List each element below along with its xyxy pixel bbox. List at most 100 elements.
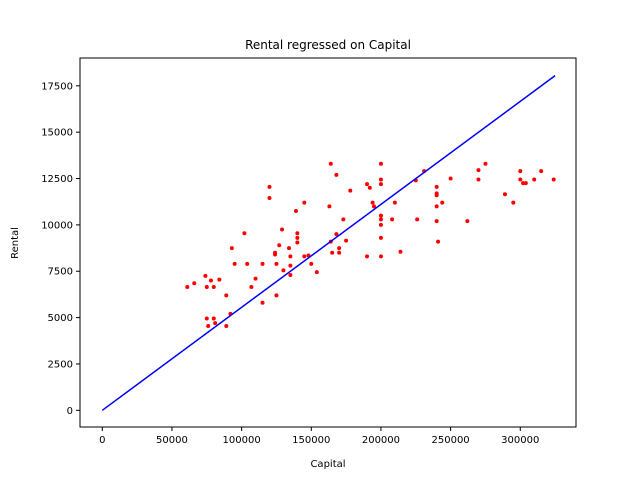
chart-title: Rental regressed on Capital [245, 38, 411, 52]
data-point [448, 176, 453, 181]
data-point [229, 246, 234, 251]
y-tick-label: 2500 [48, 359, 73, 370]
data-point [476, 177, 481, 182]
data-point [344, 238, 349, 243]
data-point [267, 184, 272, 189]
x-axis-label: Capital [310, 459, 345, 470]
y-axis: 0 2500 5000 7500 10000 12500 15000 17500 [41, 81, 80, 417]
data-point [434, 219, 439, 224]
data-point [204, 316, 209, 321]
data-point [378, 213, 383, 218]
plot-area [79, 57, 577, 428]
data-point [392, 200, 397, 205]
data-point [267, 195, 272, 200]
data-point [242, 231, 247, 236]
data-point [288, 272, 293, 277]
data-point [245, 261, 250, 266]
data-point [327, 204, 332, 209]
data-point [273, 252, 278, 257]
data-point [390, 217, 395, 222]
y-tick-label: 17500 [41, 81, 73, 92]
data-point [348, 188, 353, 193]
data-point [302, 200, 307, 205]
data-point [293, 208, 298, 213]
data-point [518, 177, 523, 182]
data-point [295, 235, 300, 240]
data-point [378, 217, 383, 222]
x-tick-label: 200000 [362, 435, 400, 446]
data-point [211, 285, 216, 290]
plot-frame [79, 57, 577, 428]
x-tick-label: 150000 [292, 435, 330, 446]
data-point [371, 204, 376, 209]
data-point [378, 235, 383, 240]
data-point [328, 161, 333, 166]
data-point [539, 169, 544, 174]
regression-line [101, 75, 556, 411]
data-point [378, 161, 383, 166]
data-point [502, 192, 507, 197]
y-tick-label: 10000 [41, 220, 73, 231]
data-point [378, 182, 383, 187]
data-point [365, 182, 370, 187]
data-point [204, 285, 209, 290]
data-point [378, 254, 383, 259]
data-point [415, 217, 420, 222]
data-point [302, 254, 307, 259]
x-tick-label: 0 [99, 435, 105, 446]
data-point [434, 184, 439, 189]
x-tick-label: 250000 [432, 435, 470, 446]
data-point [286, 246, 291, 251]
data-point [434, 193, 439, 198]
data-point [280, 227, 285, 232]
data-point [281, 268, 286, 273]
data-point [434, 204, 439, 209]
data-point [203, 273, 208, 278]
data-point [532, 177, 537, 182]
data-point [274, 293, 279, 298]
data-point [365, 254, 370, 259]
x-axis: 0 50000 100000 150000 200000 250000 300000 [99, 427, 539, 446]
data-point [213, 321, 218, 326]
data-point [523, 181, 528, 186]
data-point [551, 177, 556, 182]
data-point [465, 219, 470, 224]
data-point [224, 323, 229, 328]
data-point [378, 177, 383, 182]
data-point [337, 250, 342, 255]
data-point [295, 240, 300, 245]
data-point [185, 285, 190, 290]
x-tick-label: 300000 [501, 435, 539, 446]
y-tick-label: 7500 [48, 267, 73, 278]
data-point [295, 231, 300, 236]
data-point [260, 261, 265, 266]
data-point [211, 316, 216, 321]
data-point [249, 285, 254, 290]
data-point [521, 181, 526, 186]
data-point [518, 169, 523, 174]
data-point [511, 200, 516, 205]
data-point [367, 185, 372, 190]
data-point [334, 232, 339, 237]
data-point [314, 270, 319, 275]
data-point [260, 300, 265, 305]
data-point [288, 254, 293, 259]
x-tick-label: 100000 [223, 435, 261, 446]
data-point [208, 278, 213, 283]
data-point [277, 243, 282, 248]
data-point [334, 172, 339, 177]
y-axis-label: Rental [10, 227, 21, 259]
data-point [224, 293, 229, 298]
x-tick-label: 50000 [156, 435, 188, 446]
data-point [378, 222, 383, 227]
y-tick-label: 0 [67, 406, 73, 417]
data-point [206, 323, 211, 328]
data-point [274, 261, 279, 266]
data-point [476, 168, 481, 173]
y-tick-label: 5000 [48, 313, 73, 324]
y-tick-label: 15000 [41, 128, 73, 139]
data-point [370, 200, 375, 205]
data-point [288, 263, 293, 268]
data-point [330, 250, 335, 255]
